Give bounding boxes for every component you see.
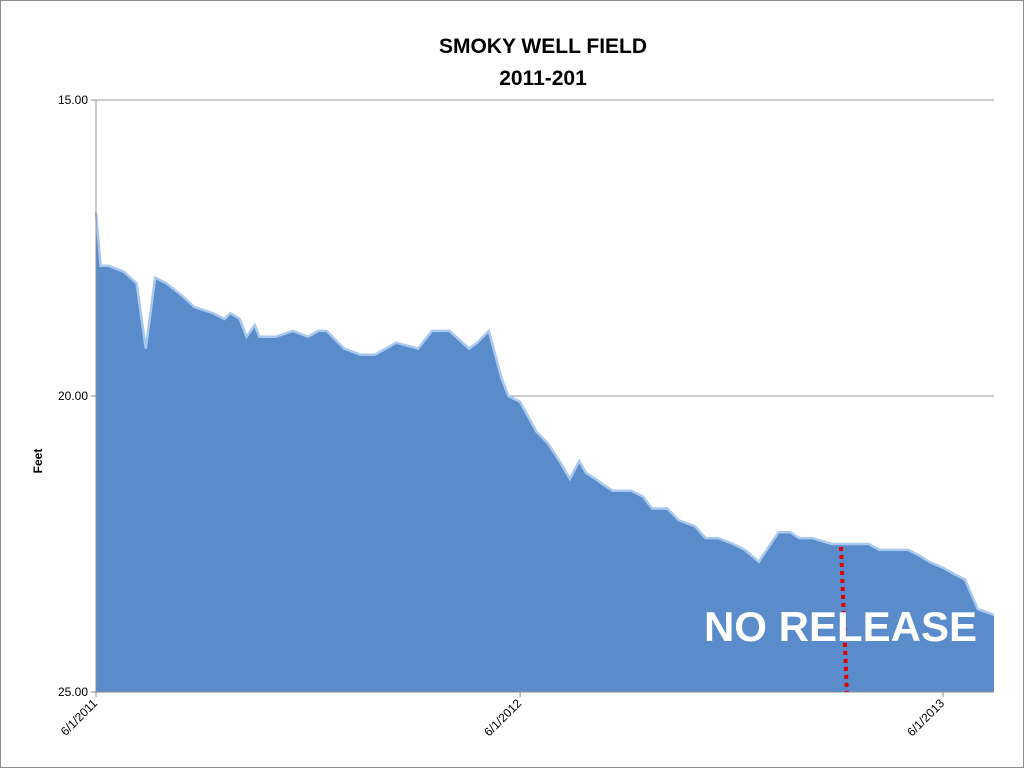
x-tick-label: 6/1/2012 [481, 696, 524, 739]
y-tick-labels: 15.00 20.00 25.00 [58, 93, 88, 699]
y-tick-label: 15.00 [58, 93, 88, 107]
y-axis-label: Feet [31, 449, 45, 474]
y-tick-label: 20.00 [58, 389, 88, 403]
x-tick-label: 6/1/2013 [904, 696, 947, 739]
chart-title: SMOKY WELL FIELD [439, 35, 647, 58]
no-release-annotation: NO RELEASE [704, 603, 977, 650]
y-tick-label: 25.00 [58, 685, 88, 699]
x-tick-labels: 6/1/2011 6/1/2012 6/1/2013 [58, 696, 948, 739]
chart-subtitle: 2011-201 [499, 67, 587, 90]
x-tick-label: 6/1/2011 [58, 696, 101, 739]
